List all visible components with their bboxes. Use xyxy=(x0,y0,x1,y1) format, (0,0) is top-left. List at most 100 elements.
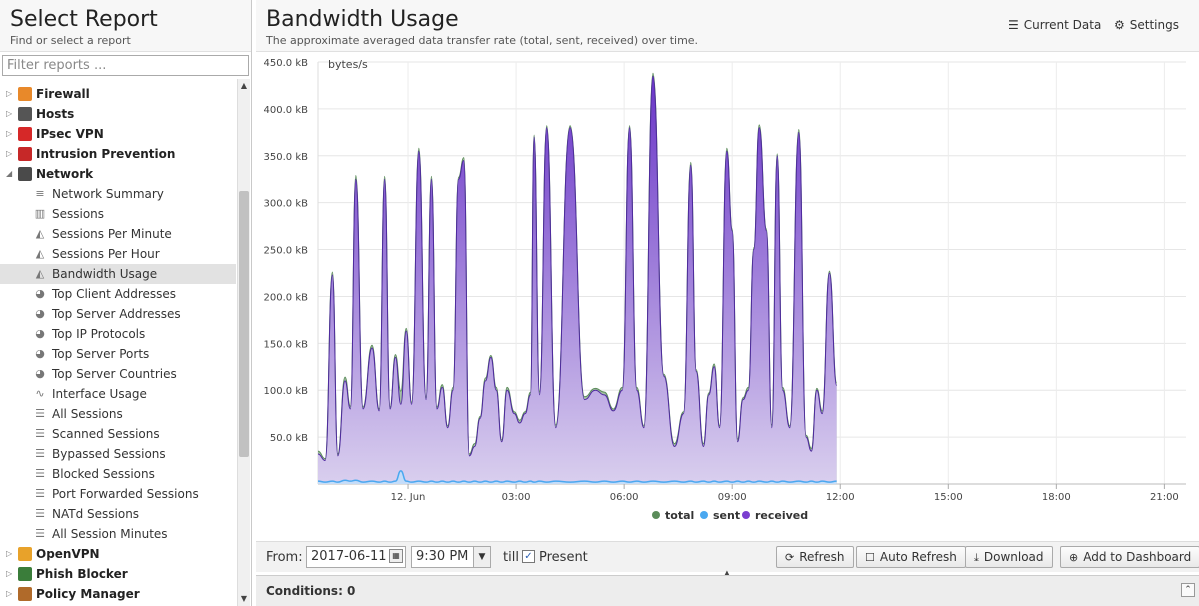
table-icon: ☰ xyxy=(1008,18,1019,32)
tree-item[interactable]: ◕ Top Server Addresses xyxy=(0,304,236,324)
tree-item[interactable]: ☰ Port Forwarded Sessions xyxy=(0,484,236,504)
tree-item[interactable]: ◕ Top Client Addresses xyxy=(0,284,236,304)
text-icon: ≡ xyxy=(35,187,45,200)
tree-item[interactable]: ◭ Bandwidth Usage xyxy=(0,264,236,284)
from-label: From: xyxy=(266,550,303,565)
expander-icon[interactable]: ▷ xyxy=(6,589,13,598)
settings-button[interactable]: ⚙ Settings xyxy=(1114,18,1179,32)
tree-scrollbar[interactable]: ▲ ▼ xyxy=(237,79,250,606)
current-data-button[interactable]: ☰ Current Data xyxy=(1008,18,1101,32)
tree-item-label: Blocked Sessions xyxy=(52,467,155,481)
tree-category[interactable]: ▷ Policy Manager xyxy=(0,584,236,604)
till-label: till xyxy=(503,550,519,565)
tree-item-label: All Sessions xyxy=(52,407,123,421)
tree-item[interactable]: ☰ All Session Minutes xyxy=(0,524,236,544)
tree-item-label: Bypassed Sessions xyxy=(52,447,166,461)
series-sent-area xyxy=(318,470,837,484)
plus-circle-icon: ⊕ xyxy=(1069,551,1079,564)
tree-item[interactable]: ◕ Top Server Countries xyxy=(0,364,236,384)
scroll-up-icon[interactable]: ▲ xyxy=(240,81,248,90)
legend-received-label[interactable]: received xyxy=(755,509,808,522)
x-tick-label: 12:00 xyxy=(826,492,855,503)
report-selector-subtitle: Find or select a report xyxy=(10,34,131,47)
list-icon: ☰ xyxy=(35,407,45,420)
report-selector-panel: Select Report Find or select a report ▷ … xyxy=(0,0,252,606)
tree-category[interactable]: ◢ Network xyxy=(0,164,236,184)
expander-icon[interactable]: ▷ xyxy=(6,89,13,98)
tree-category[interactable]: ▷ Intrusion Prevention xyxy=(0,144,236,164)
checkbox-icon: ☐ xyxy=(865,551,875,564)
tree-item-label: Bandwidth Usage xyxy=(52,267,158,281)
tree-item[interactable]: ◕ Top Server Ports xyxy=(0,344,236,364)
y-tick-label: 50.0 kB xyxy=(270,433,308,444)
firewall-icon xyxy=(18,87,32,101)
present-checkbox[interactable]: ✓ xyxy=(522,550,535,563)
list-icon: ☰ xyxy=(35,467,45,480)
tree-item[interactable]: ≡ Network Summary xyxy=(0,184,236,204)
line-chart-icon: ∿ xyxy=(35,387,45,400)
tree-item[interactable]: ∿ Interface Usage xyxy=(0,384,236,404)
openvpn-icon xyxy=(18,547,32,561)
tree-category[interactable]: ▷ IPsec VPN xyxy=(0,124,236,144)
report-selector-title: Select Report xyxy=(10,7,158,32)
y-tick-label: 400.0 kB xyxy=(264,105,309,116)
from-time-field[interactable]: 9:30 PM ▼ xyxy=(411,546,491,568)
tree-category[interactable]: ▷ Hosts xyxy=(0,104,236,124)
phish-icon xyxy=(18,567,32,581)
calendar-icon[interactable]: ▦ xyxy=(389,549,403,563)
expander-icon[interactable]: ▷ xyxy=(6,549,13,558)
tree-item[interactable]: ▥ Sessions xyxy=(0,204,236,224)
tree-item[interactable]: ☰ Bypassed Sessions xyxy=(0,444,236,464)
download-label: Download xyxy=(983,550,1044,564)
chevron-down-icon[interactable]: ▼ xyxy=(473,547,490,567)
expander-icon[interactable]: ▷ xyxy=(6,129,13,138)
y-tick-label: 250.0 kB xyxy=(264,246,309,257)
area-chart-icon: ◭ xyxy=(35,247,45,260)
report-description: The approximate averaged data transfer r… xyxy=(266,34,699,47)
pie-chart-icon: ◕ xyxy=(35,307,45,320)
y-tick-label: 200.0 kB xyxy=(264,292,309,303)
tree-item[interactable]: ☰ All Sessions xyxy=(0,404,236,424)
pie-chart-icon: ◕ xyxy=(35,327,45,340)
filter-reports-input[interactable] xyxy=(2,55,249,76)
tree-category[interactable]: ▷ Phish Blocker xyxy=(0,564,236,584)
expander-icon[interactable]: ▷ xyxy=(6,569,13,578)
tree-item-label: NATd Sessions xyxy=(52,507,140,521)
legend-sent-label[interactable]: sent xyxy=(713,509,740,522)
tree-category[interactable]: ▷ Firewall xyxy=(0,84,236,104)
expand-icon[interactable]: ⌃ xyxy=(1181,583,1195,597)
expander-icon[interactable]: ▷ xyxy=(6,149,13,158)
expander-icon[interactable]: ◢ xyxy=(6,169,13,178)
refresh-button[interactable]: ⟳ Refresh xyxy=(776,546,854,568)
tree-category[interactable]: ▷ OpenVPN xyxy=(0,544,236,564)
tree-item[interactable]: ◕ Top IP Protocols xyxy=(0,324,236,344)
tree-item[interactable]: ◭ Sessions Per Minute xyxy=(0,224,236,244)
x-tick-label: 15:00 xyxy=(934,492,963,503)
scrollbar-thumb[interactable] xyxy=(239,191,249,457)
download-button[interactable]: ⤓ Download xyxy=(965,546,1053,568)
from-date-field[interactable]: 2017-06-11 ▦ xyxy=(306,546,406,568)
tree-item[interactable]: ☰ NATd Sessions xyxy=(0,504,236,524)
from-time-value: 9:30 PM xyxy=(416,549,469,564)
legend-total-label[interactable]: total xyxy=(665,509,694,522)
auto-refresh-button[interactable]: ☐ Auto Refresh xyxy=(856,546,966,568)
y-axis-label: bytes/s xyxy=(328,58,368,71)
add-to-dashboard-button[interactable]: ⊕ Add to Dashboard xyxy=(1060,546,1199,568)
refresh-label: Refresh xyxy=(799,550,845,564)
tree-category-label: Policy Manager xyxy=(36,587,140,601)
tree-item[interactable]: ☰ Blocked Sessions xyxy=(0,464,236,484)
splitter-handle-icon[interactable]: ▲ xyxy=(724,569,730,577)
tree-item[interactable]: ☰ Scanned Sessions xyxy=(0,424,236,444)
scroll-down-icon[interactable]: ▼ xyxy=(240,594,248,603)
conditions-panel[interactable]: Conditions: 0 ⌃ xyxy=(256,575,1199,606)
tree-item-label: All Session Minutes xyxy=(52,527,168,541)
expander-icon[interactable]: ▷ xyxy=(6,109,13,118)
tree-item-label: Sessions xyxy=(52,207,105,221)
bandwidth-chart: 50.0 kB 100.0 kB 150.0 kB 200.0 kB 250.0 kB 3… xyxy=(264,58,1186,522)
report-view-panel: Bandwidth Usage The approximate averaged… xyxy=(256,0,1199,606)
tree-item[interactable]: ◭ Sessions Per Hour xyxy=(0,244,236,264)
report-selector-header: Select Report Find or select a report xyxy=(0,0,251,52)
tree-item-label: Interface Usage xyxy=(52,387,147,401)
tree-item-label: Sessions Per Hour xyxy=(52,247,160,261)
chart-legend[interactable]: total sent received xyxy=(652,509,808,522)
